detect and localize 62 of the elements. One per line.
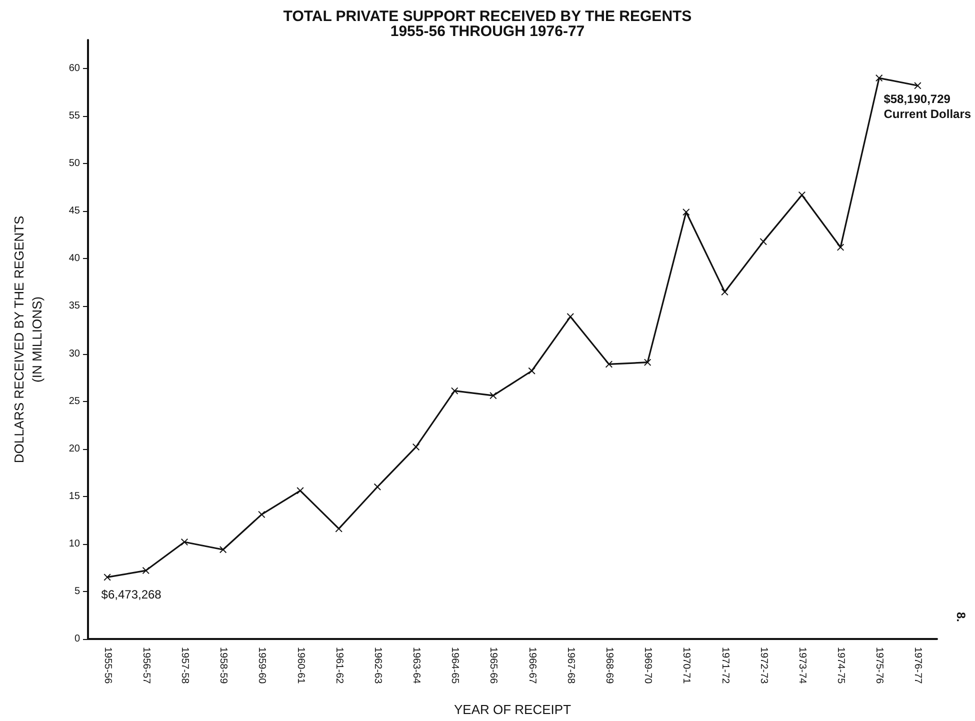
- x-tick-label: 1963-64: [410, 647, 422, 684]
- point: [451, 387, 458, 394]
- x-axis-title: YEAR OF RECEIPT: [454, 702, 572, 717]
- chart-subtitle: 1955-56 THROUGH 1976-77: [390, 23, 585, 40]
- x-tick-label: 1974-75: [835, 647, 846, 684]
- text: 8.: [954, 612, 968, 622]
- y-tick-label: 0: [74, 634, 80, 644]
- point: [566, 313, 574, 320]
- y-tick-label: 50: [68, 158, 80, 170]
- x-tick-label: 1967-68: [564, 647, 576, 684]
- point: [528, 367, 536, 374]
- chart-title: TOTAL PRIVATE SUPPORT RECEIVED BY THE REGENTS: [283, 8, 692, 25]
- point: [605, 360, 612, 368]
- x-tick-label: 1960-61: [294, 647, 306, 684]
- x-tick-label: 1970-71: [680, 647, 692, 684]
- point: [644, 358, 652, 366]
- point: [760, 238, 767, 246]
- point: [335, 525, 342, 532]
- point: [180, 538, 188, 546]
- x-tick-label: 1966-67: [526, 647, 538, 684]
- x-tick-label: 1959-60: [256, 647, 268, 684]
- y-tick-label: 45: [68, 206, 80, 217]
- x-tick-label: 1976-77: [912, 647, 924, 684]
- y-tick-label: 5: [74, 586, 80, 597]
- y-tick-label: 30: [68, 348, 80, 360]
- point: [876, 74, 883, 82]
- x-tick-label: 1962-63: [372, 647, 383, 684]
- x-tick-label: 1955-56: [102, 647, 113, 684]
- annotation: $58,190,729 Current Dollars: [884, 92, 972, 122]
- x-tick-label: 1971-72: [719, 647, 730, 684]
- y-tick-label: 15: [68, 490, 80, 502]
- x-tick-label: 1973-74: [796, 647, 808, 684]
- x-tick-label: 1964-65: [449, 647, 460, 684]
- x-tick-label: 1958-59: [218, 647, 229, 684]
- y-tick-label: 25: [68, 396, 80, 407]
- x-tick-label: 1961-62: [333, 647, 344, 684]
- x-tick-label: 1968-69: [603, 647, 614, 684]
- point: [682, 208, 690, 216]
- y-tick-label: 55: [68, 110, 80, 122]
- y-tick-label: 35: [68, 300, 80, 312]
- y-tick-label: 60: [68, 63, 80, 74]
- point: [412, 443, 420, 450]
- point: [142, 567, 150, 574]
- point: [104, 574, 111, 581]
- annotation: $6,473,268: [101, 588, 162, 602]
- x-tick-label: 1965-66: [488, 647, 499, 684]
- x-tick-label: 1956-57: [140, 647, 152, 684]
- x-tick-label: 1969-70: [642, 647, 654, 684]
- point: [296, 487, 304, 494]
- y-tick-label: 40: [68, 253, 80, 264]
- x-tick-label: 1972-73: [758, 647, 769, 684]
- point: [798, 191, 806, 198]
- point: [914, 82, 922, 90]
- point: [490, 392, 497, 400]
- y-axis-title: DOLLARS RECEIVED BY THE REGENTS (IN MILLIONS): [12, 216, 44, 464]
- y-tick-label: 10: [68, 538, 80, 550]
- y-tick-label: 20: [68, 443, 80, 454]
- point: [374, 483, 381, 490]
- point: [220, 546, 227, 554]
- x-tick-label: 1957-58: [178, 647, 190, 684]
- point: [258, 510, 266, 518]
- x-tick-label: 1975-76: [874, 647, 885, 684]
